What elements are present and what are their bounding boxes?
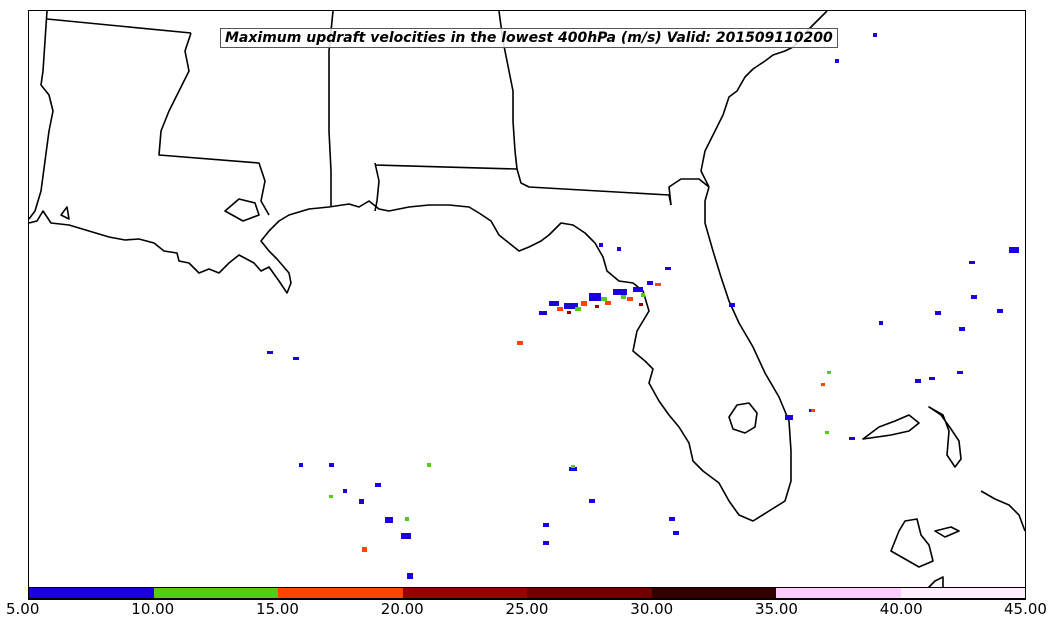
colorbar-tick-label: 30.00 (630, 600, 674, 618)
colorbar-tick-label: 10.00 (131, 600, 175, 618)
border-la-ms-north (46, 18, 192, 34)
colorbar-segment (527, 588, 652, 598)
colorbar-segment (402, 588, 527, 598)
colorbar-tick-label: 15.00 (256, 600, 299, 618)
colorbar-tick-label: 40.00 (879, 600, 923, 618)
island-andros (862, 414, 920, 440)
border-al-fl (374, 162, 672, 212)
colorbar-tick-label: 45.00 (1004, 600, 1047, 618)
map-area: Maximum updraft velocities in the lowest… (28, 10, 1026, 600)
colorbar-tick-label: 5.00 (6, 600, 40, 618)
border-ga-fl (668, 178, 710, 206)
island-bahamas-2 (980, 490, 1025, 532)
updraft-cells (267, 33, 1019, 579)
island-cuba-3 (924, 576, 944, 592)
colorbar-segment (776, 588, 901, 598)
colorbar-segment (651, 588, 776, 598)
lake-pontchartrain (224, 198, 260, 222)
colorbar-tick-label: 20.00 (380, 600, 424, 618)
colorbar-segment (900, 588, 1025, 598)
border-ms-south (158, 32, 270, 216)
border-ms-la (29, 11, 54, 220)
island-bahamas-1 (928, 406, 962, 468)
colorbar-segment (153, 588, 278, 598)
island-cuba-2 (934, 526, 960, 538)
colorbar-tick-label: 25.00 (505, 600, 549, 618)
island-ms-1 (60, 206, 70, 220)
colorbar-segment (278, 588, 403, 598)
lake-okeechobee (728, 402, 758, 434)
map-title: Maximum updraft velocities in the lowest… (220, 28, 838, 48)
coastline-louisiana (29, 186, 792, 522)
colorbar (28, 587, 1026, 599)
island-cuba-1 (890, 518, 934, 568)
colorbar-tick-label: 35.00 (755, 600, 798, 618)
colorbar-segment (29, 588, 154, 598)
map-canvas (29, 11, 1025, 592)
